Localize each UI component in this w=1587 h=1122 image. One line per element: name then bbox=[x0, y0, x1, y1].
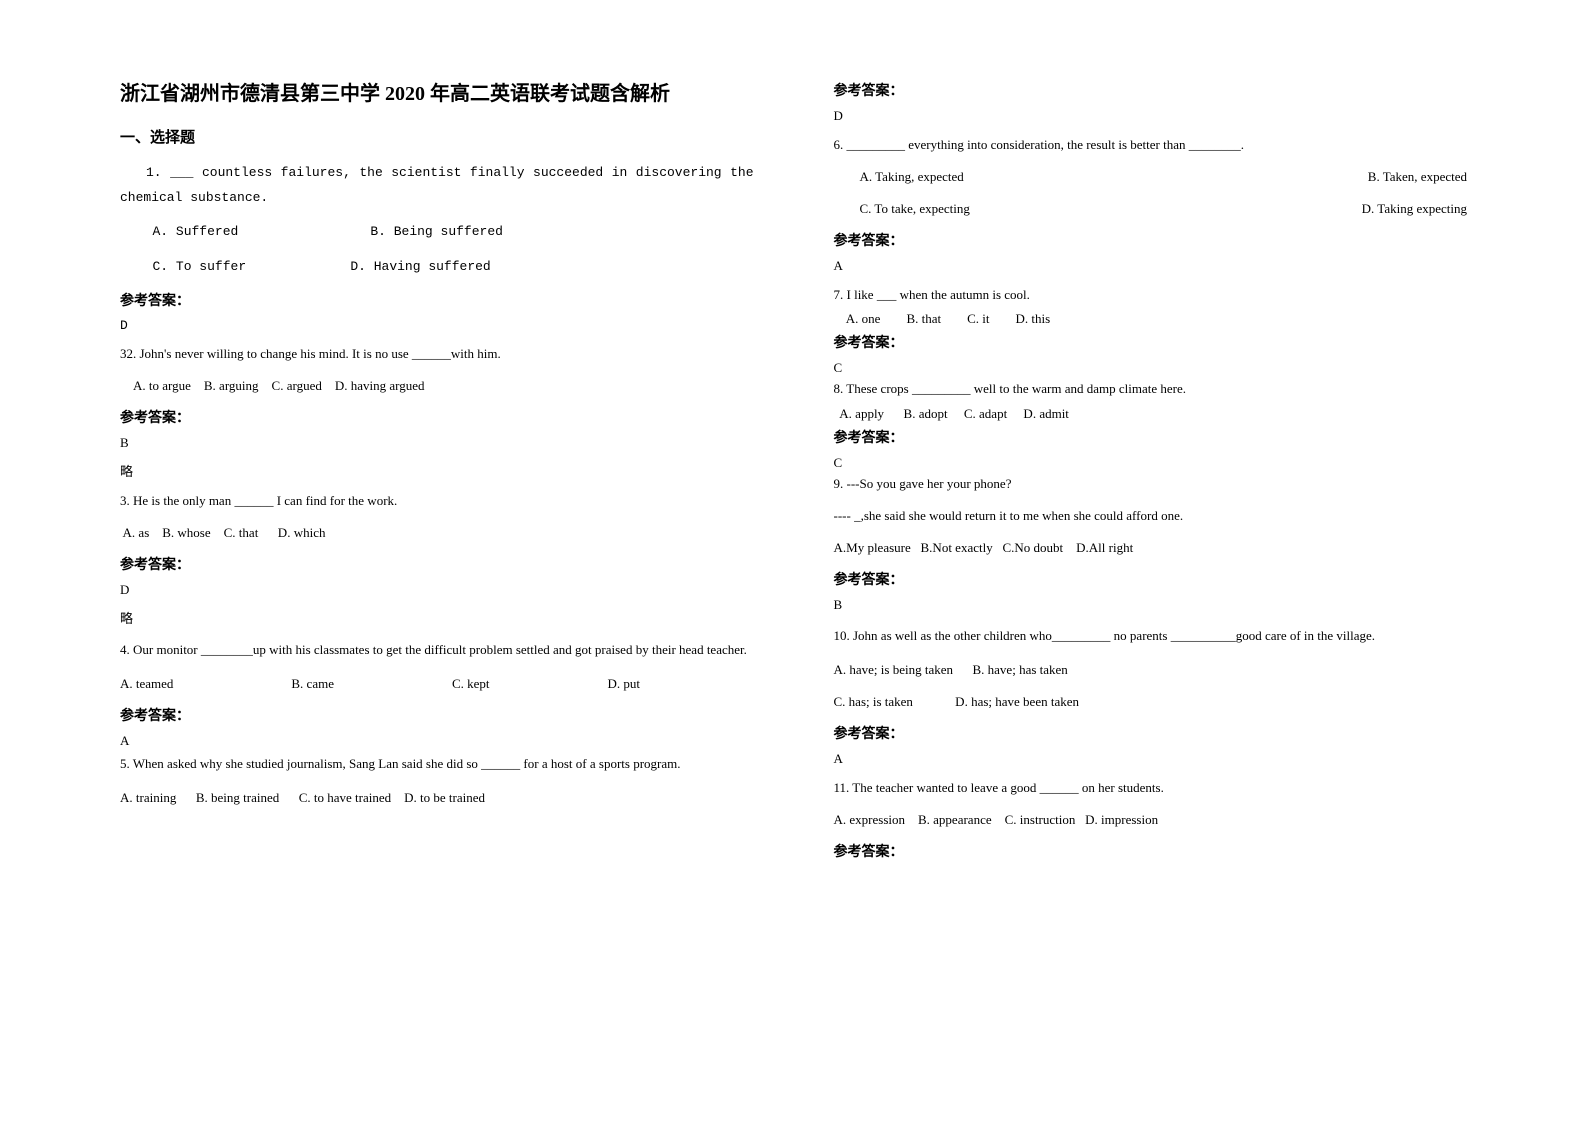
q1-opt-d: D. Having suffered bbox=[350, 259, 490, 274]
q8-answer: C bbox=[834, 455, 1468, 471]
q6-opt-b: B. Taken, expected bbox=[1368, 166, 1467, 188]
q9-text2: ---- _,she said she would return it to m… bbox=[834, 505, 1468, 527]
q5-answer: D bbox=[834, 108, 1468, 124]
q7-answer: C bbox=[834, 360, 1468, 376]
q6-options-row1: A. Taking, expected B. Taken, expected bbox=[834, 166, 1468, 188]
q10-answer-label: 参考答案： bbox=[834, 723, 1468, 743]
q9-answer-label: 参考答案： bbox=[834, 569, 1468, 589]
section-heading: 一、选择题 bbox=[120, 126, 754, 147]
q11-answer-label: 参考答案： bbox=[834, 841, 1468, 861]
q9-text1: 9. ---So you gave her your phone? bbox=[834, 473, 1468, 495]
q10-options-row2: C. has; is taken D. has; have been taken bbox=[834, 691, 1468, 713]
q1-text: 1. ___ countless failures, the scientist… bbox=[120, 161, 754, 210]
q2-answer-label: 参考答案： bbox=[120, 407, 754, 427]
q8-answer-label: 参考答案： bbox=[834, 427, 1468, 447]
q4-text: 4. Our monitor ________up with his class… bbox=[120, 637, 754, 663]
q5-text: 5. When asked why she studied journalism… bbox=[120, 751, 754, 777]
q1-opt-b: B. Being suffered bbox=[370, 224, 503, 239]
q1-answer-label: 参考答案： bbox=[120, 290, 754, 310]
q9-options: A.My pleasure B.Not exactly C.No doubt D… bbox=[834, 537, 1468, 559]
q3-options: A. as B. whose C. that D. which bbox=[120, 522, 754, 544]
q6-options-row2: C. To take, expecting D. Taking expectin… bbox=[834, 198, 1468, 220]
q8-text: 8. These crops _________ well to the war… bbox=[834, 378, 1468, 400]
q10-options-row1: A. have; is being taken B. have; has tak… bbox=[834, 659, 1468, 681]
q7-answer-label: 参考答案： bbox=[834, 332, 1468, 352]
document-title: 浙江省湖州市德清县第三中学 2020 年高二英语联考试题含解析 bbox=[120, 80, 754, 108]
q1-options-row1: A. Suffered B. Being suffered bbox=[120, 220, 754, 245]
q4-options: A. teamed B. came C. kept D. put bbox=[120, 673, 640, 695]
q4-opt-b: B. came bbox=[291, 673, 334, 695]
q2-text: 32. John's never willing to change his m… bbox=[120, 343, 754, 365]
q1-opt-c: C. To suffer bbox=[153, 255, 343, 280]
q4-opt-c: C. kept bbox=[452, 673, 490, 695]
q8-options: A. apply B. adopt C. adapt D. admit bbox=[834, 403, 1468, 425]
q11-text: 11. The teacher wanted to leave a good _… bbox=[834, 777, 1468, 799]
q7-text: 7. I like ___ when the autumn is cool. bbox=[834, 284, 1468, 306]
q6-text: 6. _________ everything into considerati… bbox=[834, 134, 1468, 156]
q10-text: 10. John as well as the other children w… bbox=[834, 623, 1468, 649]
q1-answer: D bbox=[120, 318, 754, 333]
left-column: 浙江省湖州市德清县第三中学 2020 年高二英语联考试题含解析 一、选择题 1.… bbox=[100, 80, 794, 1082]
q5-options: A. training B. being trained C. to have … bbox=[120, 787, 754, 809]
q1-opt-a: A. Suffered bbox=[153, 220, 363, 245]
q7-options: A. one B. that C. it D. this bbox=[834, 308, 1468, 330]
q6-opt-d: D. Taking expecting bbox=[1362, 198, 1467, 220]
q9-answer: B bbox=[834, 597, 1468, 613]
q4-opt-d: D. put bbox=[607, 673, 640, 695]
q3-answer: D bbox=[120, 582, 754, 598]
q3-text: 3. He is the only man ______ I can find … bbox=[120, 490, 754, 512]
q3-brief: 略 bbox=[120, 608, 754, 627]
q5-answer-label: 参考答案： bbox=[834, 80, 1468, 100]
q2-options: A. to argue B. arguing C. argued D. havi… bbox=[120, 375, 754, 397]
q3-answer-label: 参考答案： bbox=[120, 554, 754, 574]
q2-brief: 略 bbox=[120, 461, 754, 480]
q6-opt-c: C. To take, expecting bbox=[860, 198, 970, 220]
q6-answer-label: 参考答案： bbox=[834, 230, 1468, 250]
q6-answer: A bbox=[834, 258, 1468, 274]
q4-answer-label: 参考答案： bbox=[120, 705, 754, 725]
q2-answer: B bbox=[120, 435, 754, 451]
q4-answer: A bbox=[120, 733, 754, 749]
q10-answer: A bbox=[834, 751, 1468, 767]
q11-options: A. expression B. appearance C. instructi… bbox=[834, 809, 1468, 831]
q1-options-row2: C. To suffer D. Having suffered bbox=[120, 255, 754, 280]
q4-opt-a: A. teamed bbox=[120, 673, 173, 695]
right-column: 参考答案： D 6. _________ everything into con… bbox=[794, 80, 1488, 1082]
q6-opt-a: A. Taking, expected bbox=[860, 166, 964, 188]
